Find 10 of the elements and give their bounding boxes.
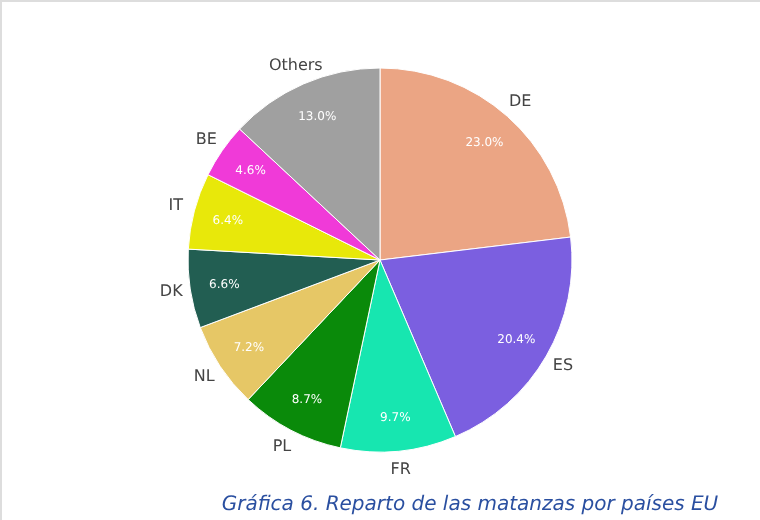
slice-label: BE	[195, 129, 217, 148]
slice-label: ES	[552, 355, 574, 374]
text: Gráfica 6. Reparto de las matanzas por países EU	[221, 494, 720, 516]
slice-label: IT	[168, 195, 184, 214]
slice-label: DE	[508, 91, 532, 110]
slice-label: DK	[159, 281, 185, 300]
slice-label: PL	[272, 437, 293, 456]
slice-label: Others	[268, 56, 323, 75]
slice-label: FR	[390, 460, 412, 479]
slice-label: NL	[193, 366, 216, 385]
